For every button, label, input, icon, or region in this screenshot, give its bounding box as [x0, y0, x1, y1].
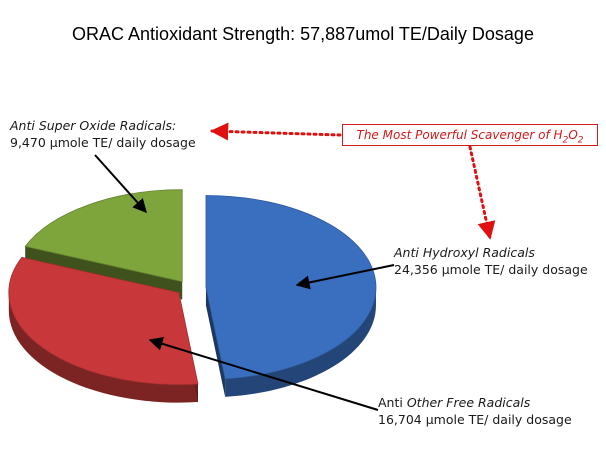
annotation-subscript-1: 2	[562, 135, 569, 146]
slice-hydroxyl	[205, 195, 377, 380]
slice-hydroxyl-wall-1	[205, 287, 226, 397]
label-other-italic: Other Free Radicals	[406, 395, 531, 410]
annotation-box: The Most Powerful Scavenger of H2O2	[342, 124, 598, 146]
label-other-prefix: Anti	[378, 395, 407, 410]
label-other: Anti Other Free Radicals 16,704 μmole TE…	[378, 394, 572, 428]
label-hydroxyl: Anti Hydroxyl Radicals 24,356 μmole TE/ …	[394, 244, 588, 278]
annotation-arrow-down	[468, 145, 496, 240]
chart-title: ORAC Antioxidant Strength: 57,887umol TE…	[72, 24, 534, 44]
annotation-text: The Most Powerful Scavenger of H	[356, 128, 563, 142]
slice-other	[8, 256, 199, 386]
label-super-oxide-value: 9,470 μmole TE/ daily dosage	[10, 135, 196, 150]
annotation-subscript-2: 2	[577, 135, 584, 146]
pointer-arrow-super	[94, 154, 147, 214]
label-other-value: 16,704 μmole TE/ daily dosage	[378, 412, 572, 427]
annotation-arrow-left	[210, 122, 342, 141]
label-hydroxyl-value: 24,356 μmole TE/ daily dosage	[394, 262, 588, 277]
label-other-name: Anti Other Free Radicals	[378, 394, 572, 411]
label-super-oxide-name: Anti Super Oxide Radicals:	[10, 118, 177, 133]
pointer-arrow-other	[148, 337, 379, 411]
label-super-oxide: Anti Super Oxide Radicals: 9,470 μmole T…	[10, 117, 196, 151]
label-hydroxyl-name: Anti Hydroxyl Radicals	[394, 245, 535, 260]
slice-hydroxyl-side	[225, 287, 376, 397]
pointer-arrow-hydroxyl	[295, 264, 395, 290]
annotation-text-o: O	[568, 128, 578, 142]
slice-other-side	[8, 292, 198, 403]
